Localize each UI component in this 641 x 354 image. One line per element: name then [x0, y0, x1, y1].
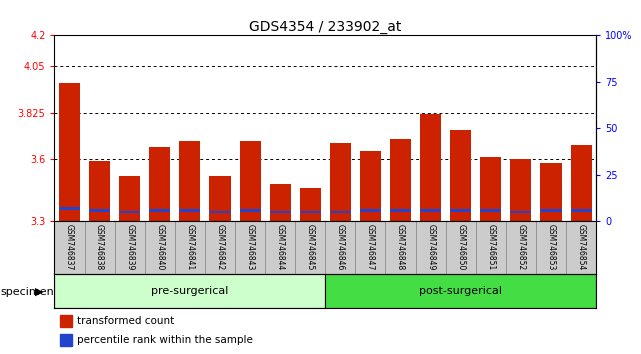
- Bar: [145, 221, 175, 274]
- Bar: [540, 210, 562, 212]
- Bar: [240, 210, 261, 212]
- Bar: [385, 221, 415, 274]
- Bar: [179, 141, 201, 221]
- Bar: [450, 210, 471, 212]
- Text: GSM746843: GSM746843: [246, 224, 254, 270]
- Bar: [510, 159, 531, 221]
- Bar: [85, 221, 115, 274]
- Bar: [566, 221, 596, 274]
- Bar: [235, 221, 265, 274]
- Bar: [300, 188, 320, 221]
- Text: percentile rank within the sample: percentile rank within the sample: [77, 335, 253, 345]
- Bar: [270, 184, 291, 221]
- Text: GSM746851: GSM746851: [487, 224, 495, 270]
- Bar: [390, 139, 411, 221]
- Bar: [60, 315, 72, 327]
- Text: post-surgerical: post-surgerical: [419, 286, 502, 296]
- Text: GSM746845: GSM746845: [306, 224, 315, 270]
- Bar: [115, 221, 145, 274]
- Text: GSM746842: GSM746842: [215, 224, 224, 270]
- Text: GSM746846: GSM746846: [336, 224, 345, 270]
- Bar: [89, 161, 110, 221]
- Bar: [89, 210, 110, 212]
- Bar: [570, 145, 592, 221]
- Text: GSM746850: GSM746850: [456, 224, 465, 270]
- Text: GSM746841: GSM746841: [185, 224, 194, 270]
- Bar: [60, 334, 72, 346]
- Text: GSM746853: GSM746853: [547, 224, 556, 270]
- Bar: [179, 210, 201, 212]
- Bar: [355, 221, 385, 274]
- Text: GSM746837: GSM746837: [65, 224, 74, 270]
- Bar: [326, 221, 355, 274]
- Bar: [450, 130, 471, 221]
- Bar: [510, 211, 531, 213]
- Bar: [296, 221, 326, 274]
- Bar: [420, 114, 441, 221]
- Bar: [326, 274, 596, 308]
- Text: GSM746847: GSM746847: [366, 224, 375, 270]
- Text: GSM746840: GSM746840: [155, 224, 164, 270]
- Bar: [540, 164, 562, 221]
- Bar: [300, 211, 320, 213]
- Bar: [480, 210, 501, 212]
- Bar: [149, 147, 171, 221]
- Bar: [420, 209, 441, 212]
- Bar: [445, 221, 476, 274]
- Bar: [476, 221, 506, 274]
- Text: specimen: specimen: [1, 287, 54, 297]
- Bar: [360, 210, 381, 212]
- Bar: [570, 210, 592, 212]
- Text: GSM746854: GSM746854: [577, 224, 586, 270]
- Bar: [210, 176, 231, 221]
- Bar: [54, 274, 326, 308]
- Text: ▶: ▶: [35, 287, 44, 297]
- Bar: [480, 157, 501, 221]
- Text: transformed count: transformed count: [77, 316, 174, 326]
- Text: GSM746848: GSM746848: [396, 224, 405, 270]
- Title: GDS4354 / 233902_at: GDS4354 / 233902_at: [249, 21, 401, 34]
- Text: GSM746849: GSM746849: [426, 224, 435, 270]
- Bar: [59, 207, 80, 210]
- Bar: [240, 141, 261, 221]
- Text: GSM746838: GSM746838: [95, 224, 104, 270]
- Bar: [270, 211, 291, 213]
- Bar: [149, 210, 171, 212]
- Text: GSM746852: GSM746852: [517, 224, 526, 270]
- Bar: [210, 211, 231, 213]
- Bar: [175, 221, 205, 274]
- Bar: [330, 143, 351, 221]
- Bar: [360, 151, 381, 221]
- Bar: [119, 176, 140, 221]
- Bar: [415, 221, 445, 274]
- Bar: [536, 221, 566, 274]
- Bar: [119, 211, 140, 213]
- Bar: [59, 83, 80, 221]
- Text: pre-surgerical: pre-surgerical: [151, 286, 229, 296]
- Bar: [205, 221, 235, 274]
- Text: GSM746839: GSM746839: [125, 224, 134, 270]
- Bar: [506, 221, 536, 274]
- Bar: [54, 221, 85, 274]
- Bar: [390, 210, 411, 212]
- Text: GSM746844: GSM746844: [276, 224, 285, 270]
- Bar: [330, 211, 351, 213]
- Bar: [265, 221, 296, 274]
